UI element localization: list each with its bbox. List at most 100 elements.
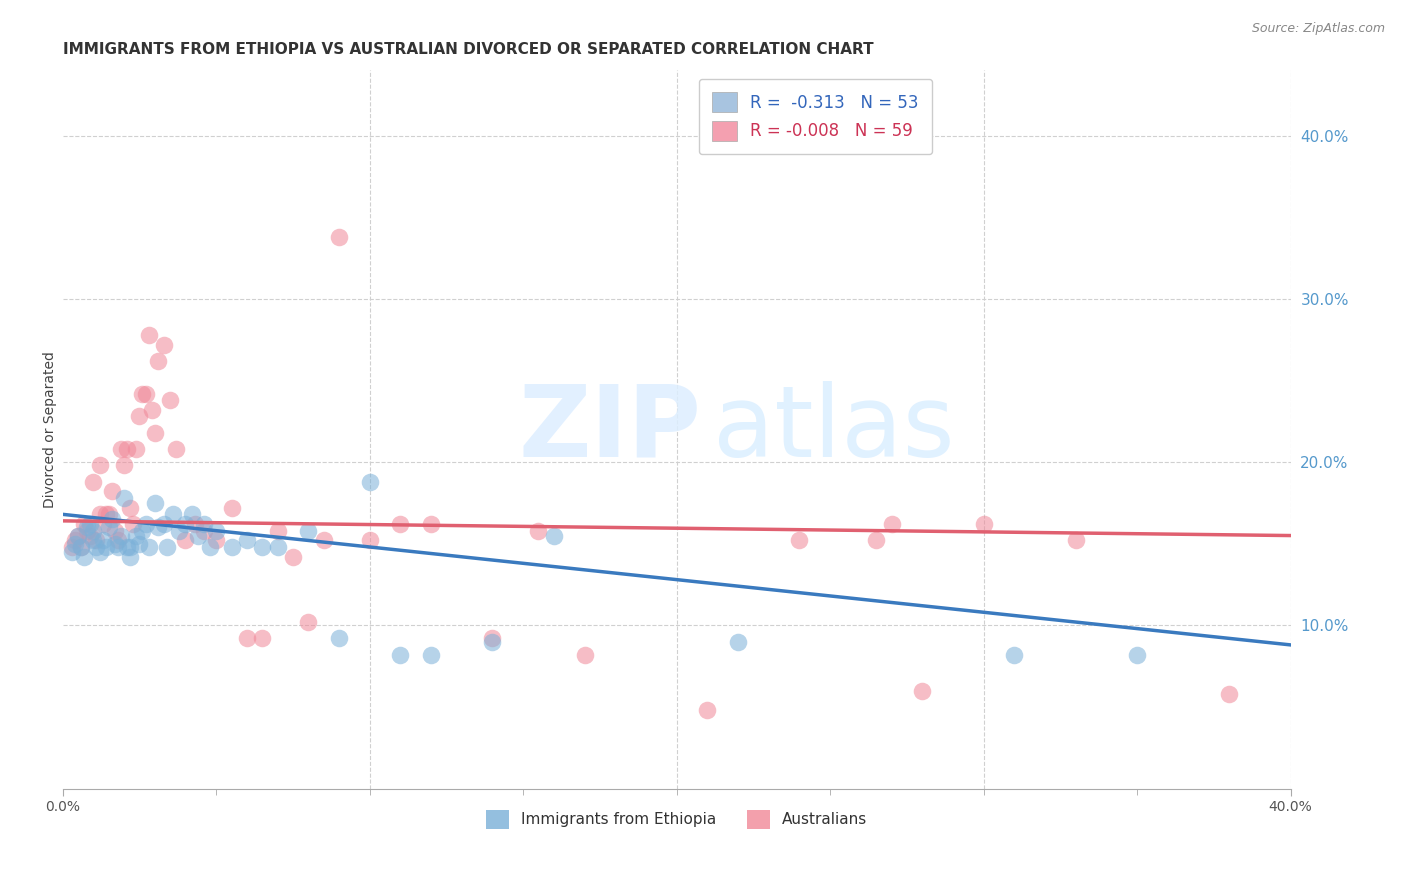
Point — [97, 508, 120, 522]
Point — [180, 508, 202, 522]
Point — [1064, 533, 1087, 548]
Point — [63, 533, 86, 548]
Point — [60, 545, 83, 559]
Point — [297, 615, 319, 629]
Point — [266, 540, 288, 554]
Point — [266, 524, 288, 538]
Point — [125, 442, 148, 456]
Text: ZIP: ZIP — [519, 381, 702, 478]
Point — [104, 524, 127, 538]
Point — [420, 517, 443, 532]
Point — [128, 409, 150, 424]
Y-axis label: Divorced or Separated: Divorced or Separated — [44, 351, 58, 508]
Point — [79, 517, 101, 532]
Point — [250, 540, 273, 554]
Point — [156, 540, 179, 554]
Point — [174, 533, 197, 548]
Point — [94, 508, 117, 522]
Point — [94, 540, 117, 554]
Legend: Immigrants from Ethiopia, Australians: Immigrants from Ethiopia, Australians — [479, 804, 873, 835]
Point — [236, 533, 259, 548]
Point — [205, 533, 228, 548]
Point — [250, 632, 273, 646]
Point — [70, 540, 93, 554]
Point — [73, 517, 96, 532]
Point — [789, 533, 811, 548]
Point — [82, 475, 104, 489]
Point — [66, 528, 89, 542]
Point — [543, 528, 565, 542]
Point — [153, 337, 176, 351]
Point — [328, 632, 350, 646]
Point — [101, 484, 124, 499]
Point — [66, 528, 89, 542]
Point — [312, 533, 335, 548]
Point — [880, 517, 903, 532]
Point — [911, 683, 934, 698]
Text: atlas: atlas — [713, 381, 955, 478]
Point — [86, 540, 108, 554]
Point — [359, 475, 381, 489]
Point — [115, 540, 138, 554]
Point — [198, 540, 221, 554]
Point — [169, 524, 191, 538]
Point — [574, 648, 596, 662]
Point — [138, 327, 160, 342]
Point — [70, 540, 93, 554]
Point — [143, 496, 166, 510]
Point — [89, 545, 111, 559]
Point — [297, 524, 319, 538]
Point — [165, 442, 187, 456]
Point — [865, 533, 887, 548]
Point — [107, 540, 129, 554]
Point — [1126, 648, 1149, 662]
Point — [174, 517, 197, 532]
Point — [481, 634, 503, 648]
Point — [125, 528, 148, 542]
Point — [389, 648, 412, 662]
Point — [120, 540, 142, 554]
Point — [281, 549, 304, 564]
Point — [359, 533, 381, 548]
Point — [389, 517, 412, 532]
Point — [110, 528, 132, 542]
Point — [110, 442, 132, 456]
Point — [146, 354, 169, 368]
Point — [193, 517, 215, 532]
Point — [97, 520, 120, 534]
Point — [63, 537, 86, 551]
Point — [104, 537, 127, 551]
Point — [107, 533, 129, 548]
Point — [328, 230, 350, 244]
Point — [82, 524, 104, 538]
Point — [79, 528, 101, 542]
Point — [153, 517, 176, 532]
Point — [143, 425, 166, 440]
Point — [131, 524, 153, 538]
Point — [120, 500, 142, 515]
Point — [73, 549, 96, 564]
Point — [221, 500, 243, 515]
Point — [696, 703, 718, 717]
Point — [120, 549, 142, 564]
Point — [1218, 687, 1240, 701]
Point — [135, 517, 157, 532]
Point — [89, 508, 111, 522]
Point — [112, 491, 135, 505]
Point — [86, 533, 108, 548]
Point — [135, 386, 157, 401]
Point — [141, 403, 163, 417]
Point — [128, 537, 150, 551]
Point — [122, 517, 145, 532]
Point — [187, 528, 209, 542]
Point — [138, 540, 160, 554]
Point — [76, 524, 98, 538]
Point — [420, 648, 443, 662]
Point — [205, 524, 228, 538]
Point — [221, 540, 243, 554]
Point — [101, 512, 124, 526]
Point — [973, 517, 995, 532]
Point — [481, 632, 503, 646]
Point — [236, 632, 259, 646]
Point — [193, 524, 215, 538]
